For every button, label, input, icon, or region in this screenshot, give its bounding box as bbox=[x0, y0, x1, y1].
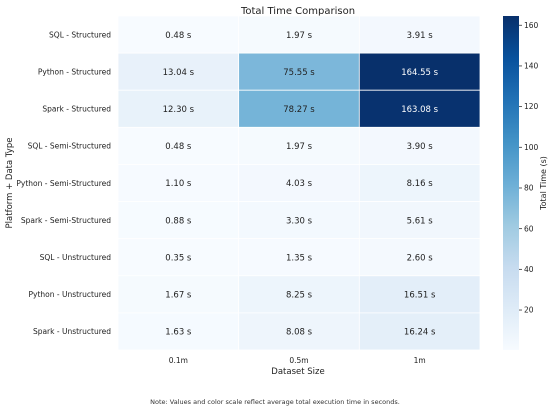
y-axis-label: Platform + Data Type bbox=[5, 138, 15, 229]
colorbar-tick-label: 40 bbox=[524, 265, 534, 274]
heatmap-cell bbox=[238, 238, 360, 277]
heatmap-cell bbox=[358, 201, 481, 240]
y-tick-labels: SQL - Structured Python - Structured Spark… bbox=[16, 30, 111, 336]
heatmap-cell bbox=[117, 275, 240, 314]
y-tick-label: SQL - Semi-Structured bbox=[28, 142, 112, 151]
cell-value-label: 8.16 s bbox=[407, 179, 434, 189]
heatmap-cell bbox=[117, 15, 240, 54]
y-tick-label: Spark - Semi-Structured bbox=[21, 216, 111, 225]
x-tick-label: 0.5m bbox=[289, 356, 308, 365]
cell-value-label: 1.10 s bbox=[165, 179, 192, 189]
cell-value-label: 0.48 s bbox=[165, 31, 192, 41]
cell-value-label: 163.08 s bbox=[401, 105, 438, 115]
x-axis-label: Dataset Size bbox=[271, 367, 324, 377]
heatmap-cell bbox=[358, 164, 481, 202]
cell-value-label: 3.90 s bbox=[407, 142, 434, 152]
y-tick-label: Python - Structured bbox=[38, 67, 111, 76]
heatmap-cell bbox=[358, 238, 481, 277]
cell-value-label: 1.67 s bbox=[165, 291, 192, 301]
heatmap-cell bbox=[238, 275, 360, 314]
y-tick-label: Python - Semi-Structured bbox=[16, 179, 111, 188]
heatmap-cell bbox=[117, 126, 240, 165]
colorbar-tick-label: 160 bbox=[524, 21, 539, 30]
y-tick-label: Python - Unstructured bbox=[28, 290, 111, 299]
colorbar-tick-label: 140 bbox=[524, 62, 539, 71]
colorbar-tick-label: 100 bbox=[524, 143, 539, 152]
cell-value-label: 3.91 s bbox=[407, 31, 434, 41]
cell-value-label: 0.35 s bbox=[165, 253, 192, 263]
colorbar-tick-label: 20 bbox=[524, 306, 534, 315]
heatmap-cell bbox=[358, 275, 481, 314]
heatmap-cell bbox=[238, 164, 360, 202]
footnote: Note: Values and color scale reflect ave… bbox=[150, 398, 400, 406]
cell-value-label: 3.30 s bbox=[286, 216, 313, 226]
x-tick-labels: 0.1m 0.5m 1m bbox=[169, 356, 426, 365]
cell-value-label: 16.24 s bbox=[404, 328, 436, 338]
heatmap-cell bbox=[358, 15, 481, 54]
cell-value-label: 5.61 s bbox=[407, 216, 434, 226]
cell-value-label: 16.51 s bbox=[404, 291, 436, 301]
cell-value-label: 2.60 s bbox=[407, 253, 434, 263]
heatmap-cell bbox=[358, 312, 481, 351]
heatmap-cell bbox=[238, 89, 360, 128]
heatmap-cell bbox=[117, 201, 240, 240]
y-tick-label: Spark - Unstructured bbox=[33, 327, 111, 336]
x-tick-label: 0.1m bbox=[169, 356, 188, 365]
cell-value-label: 78.27 s bbox=[283, 105, 315, 115]
cell-value-label: 1.97 s bbox=[286, 31, 313, 41]
colorbar bbox=[503, 16, 519, 350]
x-tick-label: 1m bbox=[414, 356, 426, 365]
cell-value-label: 1.97 s bbox=[286, 142, 313, 152]
cell-value-label: 4.03 s bbox=[286, 179, 313, 189]
colorbar-tick-label: 120 bbox=[524, 102, 539, 111]
heatmap-cell bbox=[238, 15, 360, 54]
cell-value-label: 0.48 s bbox=[165, 142, 192, 152]
cell-value-label: 75.55 s bbox=[283, 68, 315, 78]
colorbar-label: Total Time (s) bbox=[539, 156, 548, 211]
heatmap-cell bbox=[358, 52, 481, 91]
cell-value-label: 12.30 s bbox=[163, 105, 195, 115]
colorbar-tick-label: 60 bbox=[524, 224, 534, 233]
y-tick-label: Spark - Structured bbox=[42, 105, 111, 114]
cell-value-label: 164.55 s bbox=[401, 68, 438, 78]
y-tick-label: SQL - Structured bbox=[49, 30, 111, 39]
heatmap-cell bbox=[117, 52, 240, 91]
cell-value-label: 8.08 s bbox=[286, 328, 313, 338]
cell-value-label: 1.63 s bbox=[165, 328, 192, 338]
cell-value-label: 13.04 s bbox=[163, 68, 195, 78]
heatmap-cell bbox=[358, 126, 481, 165]
heatmap-cell bbox=[238, 201, 360, 240]
chart-title: Total Time Comparison bbox=[240, 6, 355, 17]
colorbar-ticks: 20 40 60 80 100 120 140 160 bbox=[519, 21, 539, 315]
heatmap-cell bbox=[117, 238, 240, 277]
cell-value-label: 1.35 s bbox=[286, 253, 313, 263]
heatmap-cell bbox=[117, 312, 240, 351]
heatmap-cells: 0.48 s 1.97 s 3.91 s 13.04 s 75.55 s 164.55 s… bbox=[117, 15, 481, 351]
cell-value-label: 0.88 s bbox=[165, 216, 192, 226]
colorbar-tick-label: 80 bbox=[524, 184, 534, 193]
y-tick-label: SQL - Unstructured bbox=[40, 253, 112, 262]
cell-value-label: 8.25 s bbox=[286, 291, 313, 301]
